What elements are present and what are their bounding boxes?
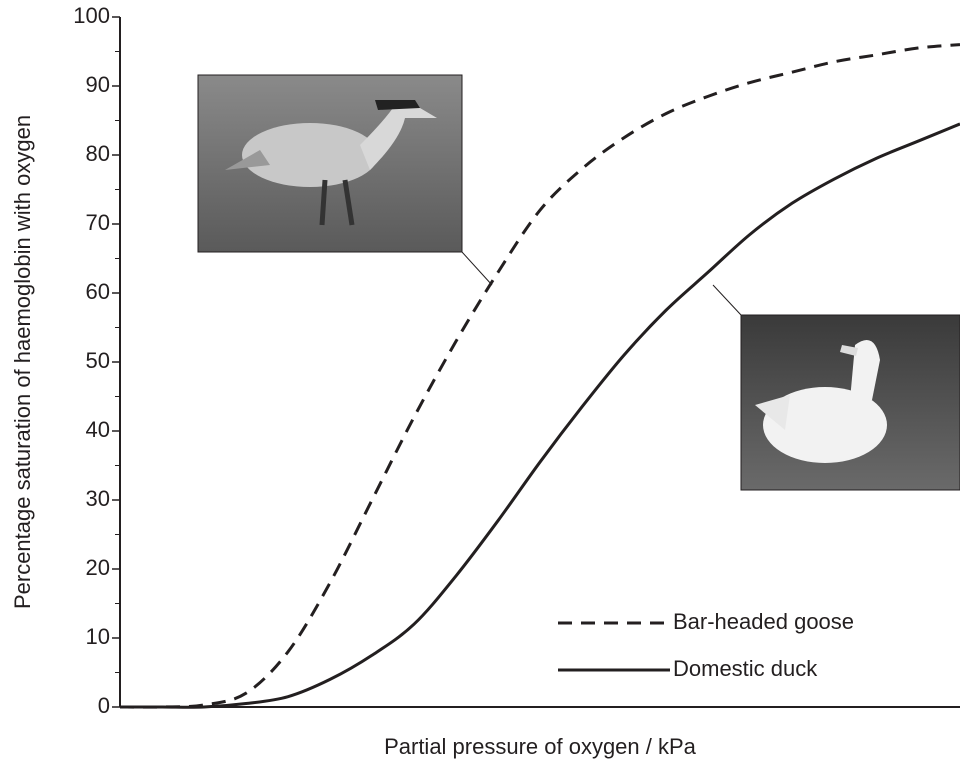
goose-photo [198,75,462,252]
legend-label: Domestic duck [673,656,818,681]
goose-leader [462,252,492,285]
y-axis-label: Percentage saturation of haemoglobin wit… [10,115,35,609]
y-tick-label: 40 [86,417,110,442]
y-tick-label: 10 [86,624,110,649]
y-tick-label: 50 [86,348,110,373]
duck-leader [713,285,741,315]
y-tick-label: 80 [86,141,110,166]
y-tick-label: 60 [86,279,110,304]
y-tick-label: 70 [86,210,110,235]
y-tick-label: 100 [73,3,110,28]
y-tick-label: 30 [86,486,110,511]
y-tick-label: 90 [86,72,110,97]
x-axis-label: Partial pressure of oxygen / kPa [384,734,697,759]
legend-label: Bar-headed goose [673,609,854,634]
chart: Partial pressure of oxygen / kPa Percent… [0,0,960,767]
y-tick-label: 20 [86,555,110,580]
duck-photo [741,315,960,490]
y-tick-label: 0 [98,693,110,718]
